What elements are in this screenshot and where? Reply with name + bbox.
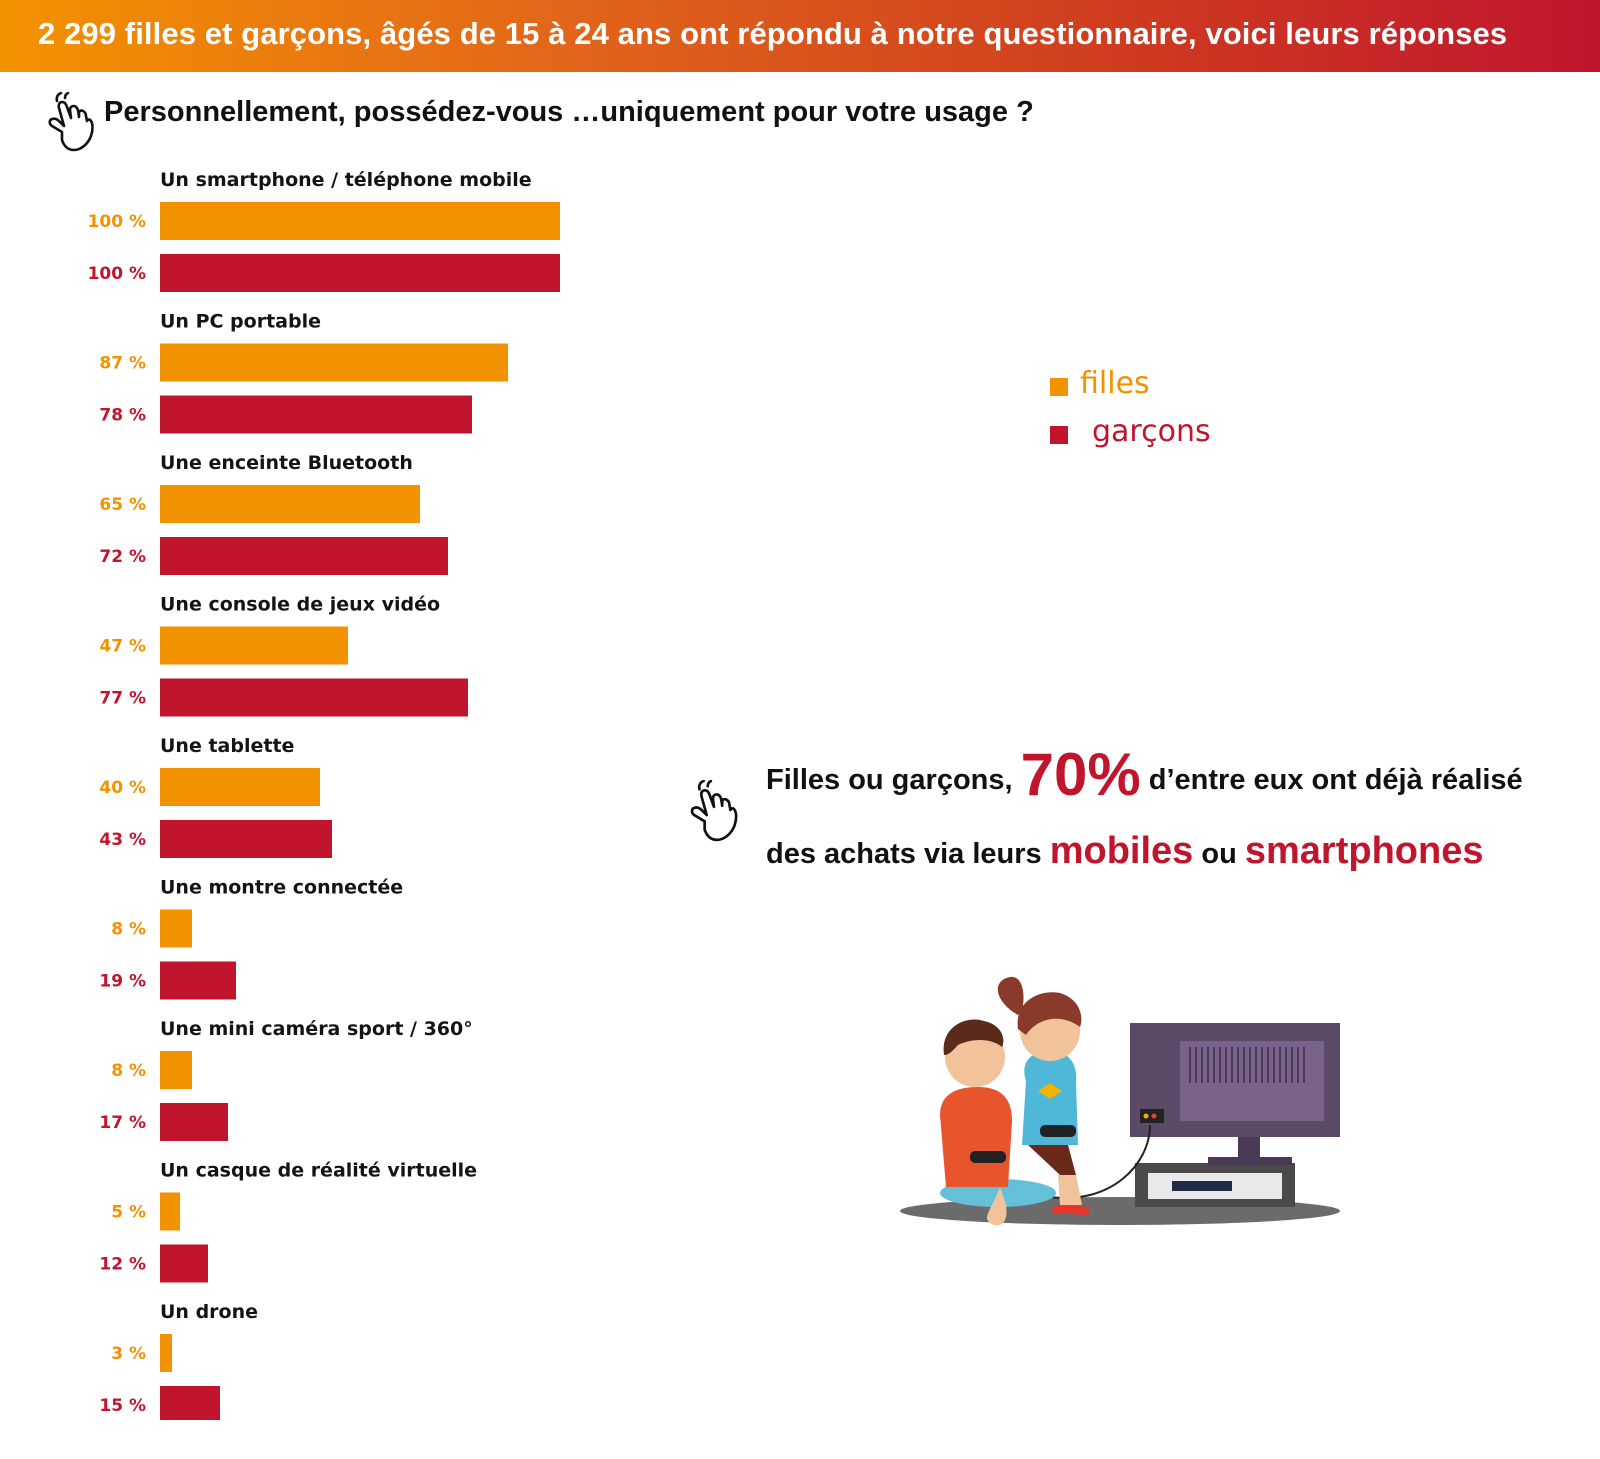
category-label: Une console de jeux vidéo bbox=[160, 594, 440, 616]
callout-text: ou bbox=[1193, 838, 1245, 870]
callout-line-1: Filles ou garçons, 70% d’entre eux ont d… bbox=[766, 740, 1523, 809]
bar-filles bbox=[160, 202, 560, 240]
bar-garcons bbox=[160, 1386, 220, 1420]
bar-garcons bbox=[160, 820, 332, 858]
pointing-hand-icon bbox=[48, 92, 94, 152]
value-label-garcons: 43 % bbox=[99, 830, 146, 850]
bar-filles bbox=[160, 909, 192, 948]
callout-text: d’entre eux ont déjà réalisé bbox=[1140, 764, 1523, 796]
category-label: Un PC portable bbox=[160, 311, 321, 333]
bar-filles bbox=[160, 768, 320, 806]
bar-filles bbox=[160, 1334, 172, 1372]
highlight-percentage: 70% bbox=[1020, 741, 1141, 808]
category-label: Une tablette bbox=[160, 735, 294, 757]
bar-chart: Un smartphone / téléphone mobile 100 % 100… bbox=[88, 169, 560, 1420]
header-banner: 2 299 filles et garçons, âgés de 15 à 24… bbox=[0, 0, 1600, 72]
bar-garcons bbox=[160, 395, 472, 434]
callout: Filles ou garçons, 70% d’entre eux ont d… bbox=[690, 740, 1580, 900]
bar-garcons bbox=[160, 537, 448, 575]
bar-garcons bbox=[160, 1244, 208, 1283]
bar-filles bbox=[160, 343, 508, 382]
value-label-garcons: 19 % bbox=[99, 972, 146, 992]
legend-swatch-garcons bbox=[1050, 426, 1068, 444]
value-label-garcons: 100 % bbox=[88, 264, 146, 284]
value-label-filles: 65 % bbox=[99, 495, 146, 515]
pointing-hand-icon bbox=[690, 780, 738, 842]
category-label: Une enceinte Bluetooth bbox=[160, 452, 413, 474]
value-label-filles: 3 % bbox=[111, 1344, 146, 1364]
callout-line-2: des achats via leurs mobiles ou smartpho… bbox=[766, 830, 1484, 873]
value-label-filles: 8 % bbox=[111, 1061, 146, 1081]
bar-filles bbox=[160, 1051, 192, 1089]
callout-text: des achats via leurs bbox=[766, 838, 1050, 870]
bar-garcons bbox=[160, 678, 468, 717]
bar-filles bbox=[160, 626, 348, 665]
header-title: 2 299 filles et garçons, âgés de 15 à 24… bbox=[38, 16, 1508, 51]
value-label-garcons: 72 % bbox=[99, 547, 146, 567]
bar-garcons bbox=[160, 1103, 228, 1141]
question-text: Personnellement, possédez-vous …uniqueme… bbox=[104, 96, 1034, 128]
callout-text: Filles ou garçons, bbox=[766, 764, 1021, 796]
value-label-garcons: 12 % bbox=[99, 1255, 146, 1275]
highlight-mobiles: mobiles bbox=[1049, 830, 1194, 872]
kids-gaming-illustration bbox=[900, 976, 1340, 1226]
category-label: Une mini caméra sport / 360° bbox=[160, 1018, 473, 1040]
value-label-filles: 100 % bbox=[88, 212, 146, 232]
legend-label-filles: filles bbox=[1080, 366, 1150, 401]
value-label-filles: 40 % bbox=[99, 778, 146, 798]
value-label-filles: 5 % bbox=[111, 1203, 146, 1223]
value-label-garcons: 78 % bbox=[99, 406, 146, 426]
category-label: Un casque de réalité virtuelle bbox=[160, 1160, 477, 1182]
bar-garcons bbox=[160, 961, 236, 1000]
value-label-garcons: 77 % bbox=[99, 689, 146, 709]
value-label-garcons: 17 % bbox=[99, 1113, 146, 1133]
value-label-garcons: 15 % bbox=[99, 1396, 146, 1416]
highlight-smartphones: smartphones bbox=[1244, 830, 1484, 872]
value-label-filles: 47 % bbox=[99, 637, 146, 657]
category-label: Un drone bbox=[160, 1301, 258, 1323]
bar-filles bbox=[160, 485, 420, 523]
value-label-filles: 8 % bbox=[111, 920, 146, 940]
bar-filles bbox=[160, 1192, 180, 1231]
category-label: Une montre connectée bbox=[160, 877, 403, 899]
category-label: Un smartphone / téléphone mobile bbox=[160, 169, 532, 191]
bar-garcons bbox=[160, 254, 560, 292]
legend-label-garcons: garçons bbox=[1092, 414, 1211, 449]
legend-swatch-filles bbox=[1050, 378, 1068, 396]
value-label-filles: 87 % bbox=[99, 354, 146, 374]
